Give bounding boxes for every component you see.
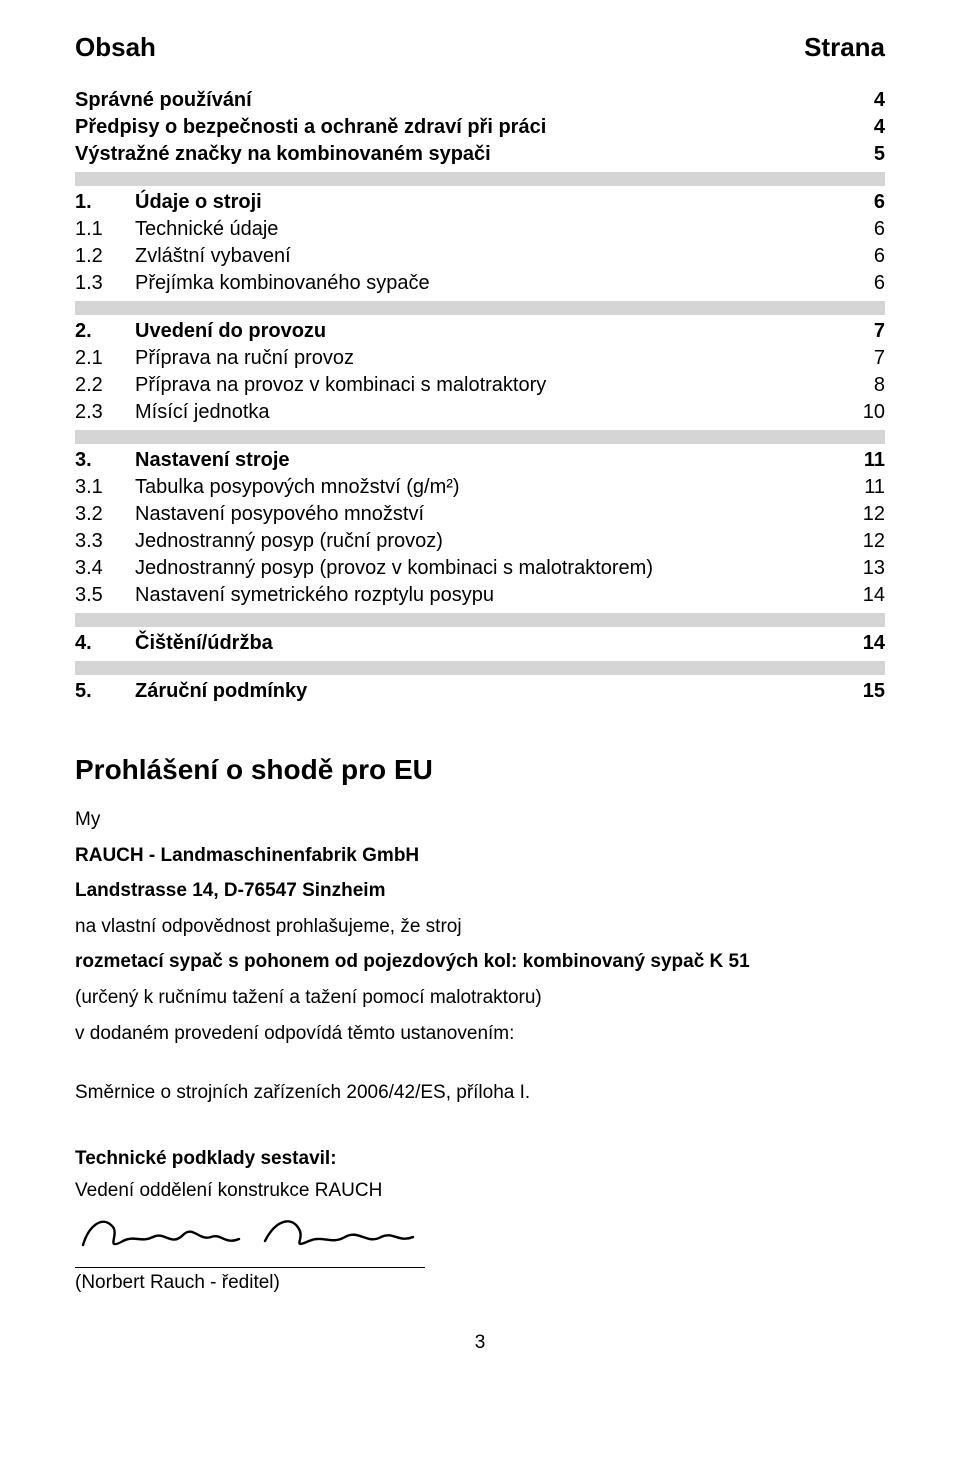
toc-section-label: Záruční podmínky — [135, 678, 835, 705]
toc-section-head: 5.Záruční podmínky15 — [75, 678, 885, 705]
toc-item-label: Příprava na provoz v kombinaci s malotra… — [135, 372, 835, 399]
toc-intro-label: Předpisy o bezpečnosti a ochraně zdraví … — [75, 114, 835, 141]
header-left: Obsah — [75, 30, 156, 65]
toc-section-num: 5. — [75, 678, 135, 705]
declaration-my: My — [75, 807, 885, 833]
toc-section-num: 2. — [75, 318, 135, 345]
toc-intro-page: 5 — [835, 141, 885, 168]
toc-item-label: Přejímka kombinovaného sypače — [135, 270, 835, 297]
declaration-purpose: (určený k ručnímu tažení a tažení pomocí… — [75, 985, 885, 1011]
toc-item-page: 12 — [835, 528, 885, 555]
tech-docs-label: Technické podklady sestavil: — [75, 1146, 885, 1172]
declaration-product: rozmetací sypač s pohonem od pojezdových… — [75, 949, 885, 975]
section-divider — [75, 430, 885, 444]
toc-item-label: Technické údaje — [135, 216, 835, 243]
toc-section-page: 6 — [835, 189, 885, 216]
toc-section-head: 3.Nastavení stroje11 — [75, 447, 885, 474]
toc-item-num: 2.1 — [75, 345, 135, 372]
toc-section-head: 4.Čištění/údržba14 — [75, 630, 885, 657]
toc-item-num: 2.2 — [75, 372, 135, 399]
tech-docs-by: Vedení oddělení konstrukce RAUCH — [75, 1178, 885, 1204]
toc-item-label: Jednostranný posyp (ruční provoz) — [135, 528, 835, 555]
declaration-resp: na vlastní odpovědnost prohlašujeme, že … — [75, 914, 885, 940]
toc-item-page: 13 — [835, 555, 885, 582]
toc-item-row: 3.2Nastavení posypového množství12 — [75, 501, 885, 528]
toc-item-page: 6 — [835, 243, 885, 270]
toc-item-label: Nastavení symetrického rozptylu posypu — [135, 582, 835, 609]
section-divider — [75, 613, 885, 627]
toc-item-label: Tabulka posypových množství (g/m²) — [135, 474, 835, 501]
toc-item-row: 2.2Příprava na provoz v kombinaci s malo… — [75, 372, 885, 399]
toc-intro-block: Správné používání4Předpisy o bezpečnosti… — [75, 87, 885, 168]
toc-section-num: 1. — [75, 189, 135, 216]
toc-section-page: 11 — [835, 447, 885, 474]
toc-section-page: 15 — [835, 678, 885, 705]
toc-section-label: Nastavení stroje — [135, 447, 835, 474]
toc-item-row: 2.1Příprava na ruční provoz7 — [75, 345, 885, 372]
toc-item-label: Nastavení posypového množství — [135, 501, 835, 528]
toc-section-head: 2.Uvedení do provozu7 — [75, 318, 885, 345]
toc-item-row: 1.3Přejímka kombinovaného sypače6 — [75, 270, 885, 297]
toc-item-num: 3.5 — [75, 582, 135, 609]
toc-sections: 1.Údaje o stroji61.1Technické údaje61.2Z… — [75, 172, 885, 705]
toc-item-row: 3.4Jednostranný posyp (provoz v kombinac… — [75, 555, 885, 582]
toc-intro-label: Správné používání — [75, 87, 835, 114]
section-divider — [75, 661, 885, 675]
toc-item-num: 1.3 — [75, 270, 135, 297]
declaration-directive: Směrnice o strojních zařízeních 2006/42/… — [75, 1080, 885, 1106]
toc-section-page: 7 — [835, 318, 885, 345]
toc-item-page: 7 — [835, 345, 885, 372]
toc-intro-row: Předpisy o bezpečnosti a ochraně zdraví … — [75, 114, 885, 141]
toc-item-row: 1.1Technické údaje6 — [75, 216, 885, 243]
toc-item-label: Zvláštní vybavení — [135, 243, 835, 270]
section-divider — [75, 301, 885, 315]
toc-section-num: 3. — [75, 447, 135, 474]
toc-item-row: 3.5Nastavení symetrického rozptylu posyp… — [75, 582, 885, 609]
toc-item-num: 3.3 — [75, 528, 135, 555]
toc-section-num: 4. — [75, 630, 135, 657]
toc-item-num: 2.3 — [75, 399, 135, 426]
toc-intro-page: 4 — [835, 87, 885, 114]
declaration-title: Prohlášení o shodě pro EU — [75, 751, 885, 789]
toc-item-page: 10 — [835, 399, 885, 426]
toc-item-page: 11 — [835, 474, 885, 501]
toc-section-label: Čištění/údržba — [135, 630, 835, 657]
signature-block: Technické podklady sestavil: Vedení oddě… — [75, 1146, 885, 1296]
section-divider — [75, 172, 885, 186]
toc-item-page: 12 — [835, 501, 885, 528]
toc-item-page: 6 — [835, 270, 885, 297]
toc-section-head: 1.Údaje o stroji6 — [75, 189, 885, 216]
toc-intro-row: Správné používání4 — [75, 87, 885, 114]
toc-item-num: 1.1 — [75, 216, 135, 243]
toc-intro-page: 4 — [835, 114, 885, 141]
toc-item-row: 3.3Jednostranný posyp (ruční provoz)12 — [75, 528, 885, 555]
signatory-name: (Norbert Rauch - ředitel) — [75, 1267, 425, 1296]
header-right: Strana — [804, 30, 885, 65]
toc-item-row: 3.1Tabulka posypových množství (g/m²)11 — [75, 474, 885, 501]
toc-item-row: 2.3Mísící jednotka10 — [75, 399, 885, 426]
declaration-company: RAUCH - Landmaschinenfabrik GmbH — [75, 843, 885, 869]
toc-item-num: 1.2 — [75, 243, 135, 270]
toc-item-label: Příprava na ruční provoz — [135, 345, 835, 372]
toc-item-num: 3.2 — [75, 501, 135, 528]
toc-section-label: Uvedení do provozu — [135, 318, 835, 345]
toc-item-num: 3.1 — [75, 474, 135, 501]
toc-item-label: Mísící jednotka — [135, 399, 835, 426]
toc-section-page: 14 — [835, 630, 885, 657]
toc-item-row: 1.2Zvláštní vybavení6 — [75, 243, 885, 270]
declaration-address: Landstrasse 14, D-76547 Sinzheim — [75, 878, 885, 904]
toc-item-page: 14 — [835, 582, 885, 609]
toc-item-label: Jednostranný posyp (provoz v kombinaci s… — [135, 555, 835, 582]
page-number: 3 — [75, 1330, 885, 1356]
signature-icon — [75, 1207, 425, 1257]
toc-section-label: Údaje o stroji — [135, 189, 835, 216]
toc-item-num: 3.4 — [75, 555, 135, 582]
toc-intro-row: Výstražné značky na kombinovaném sypači5 — [75, 141, 885, 168]
toc-item-page: 6 — [835, 216, 885, 243]
declaration-conform: v dodaném provedení odpovídá těmto ustan… — [75, 1021, 885, 1047]
toc-intro-label: Výstražné značky na kombinovaném sypači — [75, 141, 835, 168]
toc-item-page: 8 — [835, 372, 885, 399]
toc-header: Obsah Strana — [75, 30, 885, 65]
